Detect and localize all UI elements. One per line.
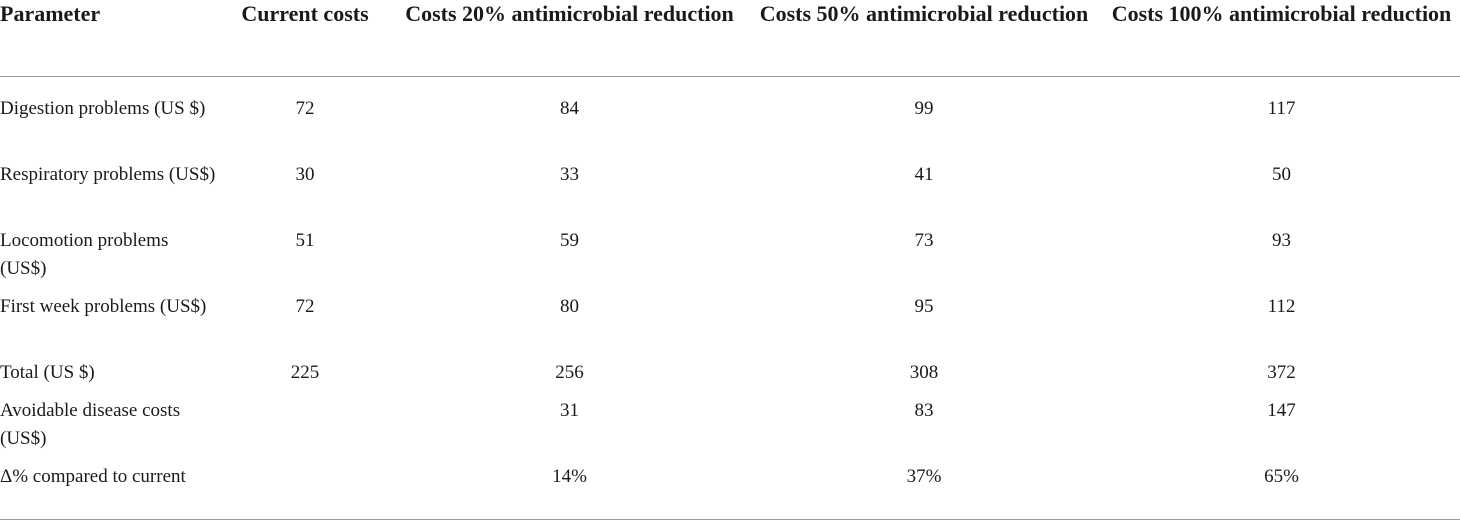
cell-current: 72 (295, 98, 315, 119)
header-current-costs: Current costs (216, 0, 394, 77)
header-costs-20: Costs 20% antimicrobial reduction (394, 0, 745, 77)
cell-100: 117 (1267, 98, 1296, 119)
cell-50: 83 (914, 400, 934, 421)
row-label: First week problems (US$) (0, 296, 207, 317)
table-row: Locomotion problems (US$) 51 59 73 93 (0, 227, 1460, 293)
cell-100: 147 (1267, 400, 1296, 421)
header-row: Parameter Current costs Costs 20% antimi… (0, 0, 1460, 77)
cell-100: 65% (1103, 463, 1460, 520)
table-row: Avoidable disease costs (US$) 31 83 147 (0, 397, 1460, 463)
cell-20: 84 (560, 98, 579, 119)
header-costs-50: Costs 50% antimicrobial reduction (745, 0, 1103, 77)
row-label: Respiratory problems (US$) (0, 164, 216, 185)
header-costs-100: Costs 100% antimicrobial reduction (1103, 0, 1460, 77)
cell-50: 37% (745, 463, 1103, 520)
cell-50: 99 (914, 98, 934, 119)
row-label: Δ% compared to current (0, 463, 216, 520)
row-label: Avoidable disease costs (US$) (0, 400, 181, 449)
cell-current: 30 (295, 164, 315, 185)
cell-20: 31 (560, 400, 579, 421)
cell-50: 95 (914, 296, 934, 317)
table-row: First week problems (US$) 72 80 95 112 (0, 293, 1460, 359)
row-label: Locomotion problems (US$) (0, 230, 169, 279)
cell-current (216, 463, 394, 520)
cell-current: 51 (295, 230, 315, 251)
table-row: Δ% compared to current 14% 37% 65% (0, 463, 1460, 520)
cell-20: 14% (394, 463, 745, 520)
cell-20: 256 (555, 362, 584, 383)
table-row: Digestion problems (US $) 72 84 99 117 (0, 77, 1460, 162)
cell-50: 73 (914, 230, 934, 251)
cell-100: 112 (1267, 296, 1296, 317)
row-label: Total (US $) (0, 362, 95, 383)
header-parameter: Parameter (0, 0, 216, 77)
cell-20: 33 (560, 164, 579, 185)
cell-100: 93 (1272, 230, 1291, 251)
cell-current: 72 (295, 296, 315, 317)
cell-50: 41 (914, 164, 934, 185)
cell-20: 80 (560, 296, 579, 317)
cell-current: 225 (290, 362, 320, 383)
cell-100: 372 (1267, 362, 1296, 383)
cell-current (216, 397, 394, 463)
cell-20: 59 (560, 230, 579, 251)
cell-50: 308 (909, 362, 939, 383)
cell-100: 50 (1272, 164, 1291, 185)
table-row: Respiratory problems (US$) 30 33 41 50 (0, 161, 1460, 227)
row-label: Digestion problems (US $) (0, 98, 206, 119)
table-row: Total (US $) 225 256 308 372 (0, 359, 1460, 397)
